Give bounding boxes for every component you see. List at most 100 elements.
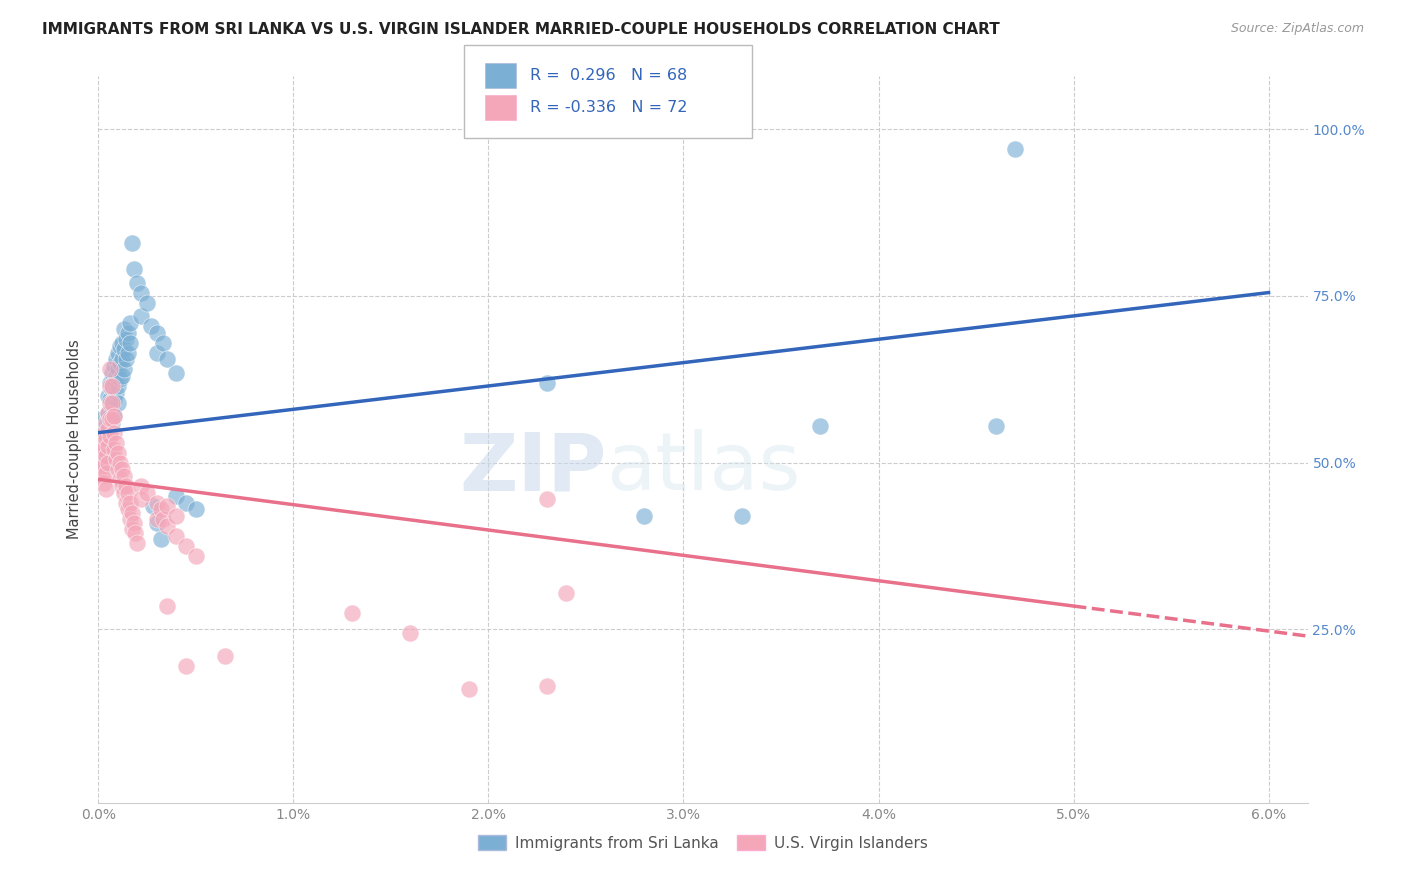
Point xyxy=(103,376,125,390)
Point xyxy=(104,368,127,383)
Point xyxy=(156,352,179,367)
Point xyxy=(184,502,207,516)
Point xyxy=(340,606,363,620)
Text: atlas: atlas xyxy=(606,429,800,508)
Point xyxy=(93,475,115,490)
Point xyxy=(97,389,120,403)
Point xyxy=(97,439,120,453)
Point xyxy=(111,352,134,367)
Point xyxy=(108,456,131,470)
Point xyxy=(93,442,115,457)
Point xyxy=(103,409,125,423)
Point xyxy=(111,368,134,383)
Point xyxy=(152,512,174,526)
Point xyxy=(118,316,141,330)
Point xyxy=(112,322,135,336)
Point xyxy=(174,496,197,510)
Point xyxy=(104,435,127,450)
Point xyxy=(117,345,139,359)
Point xyxy=(131,492,153,507)
Point xyxy=(96,445,118,459)
Point xyxy=(118,335,141,350)
Point xyxy=(127,535,149,549)
Point xyxy=(104,352,127,367)
Point xyxy=(107,462,129,476)
Point xyxy=(146,496,169,510)
Point xyxy=(165,529,187,543)
Point xyxy=(112,343,135,357)
Point xyxy=(101,395,124,409)
Point xyxy=(536,492,558,507)
Point xyxy=(121,522,143,536)
Point xyxy=(91,435,114,450)
Text: R =  0.296   N = 68: R = 0.296 N = 68 xyxy=(530,69,688,83)
Point xyxy=(156,599,179,613)
Point xyxy=(555,585,578,599)
Point xyxy=(107,379,129,393)
Point xyxy=(165,366,187,380)
Text: IMMIGRANTS FROM SRI LANKA VS U.S. VIRGIN ISLANDER MARRIED-COUPLE HOUSEHOLDS CORR: IMMIGRANTS FROM SRI LANKA VS U.S. VIRGIN… xyxy=(42,22,1000,37)
Point xyxy=(98,379,121,393)
Text: Source: ZipAtlas.com: Source: ZipAtlas.com xyxy=(1230,22,1364,36)
Point xyxy=(107,395,129,409)
Point xyxy=(214,649,236,664)
Point xyxy=(96,432,118,446)
Point xyxy=(122,516,145,530)
Point xyxy=(91,412,114,426)
Point xyxy=(114,479,136,493)
Point xyxy=(136,295,159,310)
Point xyxy=(108,356,131,370)
Point xyxy=(98,425,121,440)
Point xyxy=(101,379,124,393)
Point xyxy=(103,392,125,407)
Point xyxy=(121,235,143,250)
Point xyxy=(808,419,831,434)
Point xyxy=(112,362,135,376)
Point xyxy=(103,409,125,423)
Point xyxy=(107,445,129,459)
Point xyxy=(118,496,141,510)
Point xyxy=(114,352,136,367)
Point xyxy=(174,659,197,673)
Point xyxy=(89,442,111,457)
Point xyxy=(139,318,162,333)
Text: R = -0.336   N = 72: R = -0.336 N = 72 xyxy=(530,100,688,114)
Point xyxy=(156,499,179,513)
Point xyxy=(131,285,153,300)
Point xyxy=(97,406,120,420)
Point xyxy=(136,485,159,500)
Point xyxy=(111,335,134,350)
Point xyxy=(156,519,179,533)
Point xyxy=(101,382,124,396)
Point xyxy=(97,456,120,470)
Point xyxy=(93,425,115,440)
Point xyxy=(103,442,125,457)
Point xyxy=(149,502,172,516)
Point xyxy=(536,679,558,693)
Y-axis label: Married-couple Households: Married-couple Households xyxy=(67,340,83,539)
Point xyxy=(117,326,139,340)
Point xyxy=(98,362,121,376)
Point xyxy=(98,429,121,443)
Point xyxy=(98,392,121,407)
Point xyxy=(98,409,121,423)
Point xyxy=(96,483,118,497)
Point xyxy=(117,502,139,516)
Point xyxy=(114,332,136,346)
Point xyxy=(93,456,115,470)
Point xyxy=(142,499,165,513)
Point xyxy=(118,512,141,526)
Point xyxy=(149,533,172,547)
Point xyxy=(165,489,187,503)
Point xyxy=(146,326,169,340)
Point xyxy=(112,485,135,500)
Point xyxy=(117,485,139,500)
Point xyxy=(107,345,129,359)
Point xyxy=(111,462,134,476)
Point xyxy=(111,479,134,493)
Point xyxy=(633,508,655,523)
Point xyxy=(98,395,121,409)
Point xyxy=(91,452,114,467)
Point xyxy=(89,462,111,476)
Point xyxy=(152,335,174,350)
